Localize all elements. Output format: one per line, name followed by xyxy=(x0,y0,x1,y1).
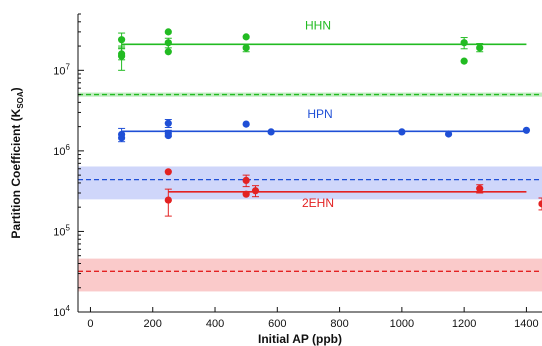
y-tick-label: 107 xyxy=(53,62,70,77)
data-point xyxy=(242,190,250,198)
data-point xyxy=(242,120,250,128)
data-point xyxy=(476,185,484,193)
data-point xyxy=(267,128,275,136)
data-point xyxy=(444,130,453,138)
y-axis-label: Partition Coefficient (KSOA) xyxy=(9,87,25,238)
data-point xyxy=(164,131,172,140)
data-point xyxy=(460,57,468,65)
y-axis-label-main: Partition Coefficient (K xyxy=(9,108,23,238)
x-tick-label: 200 xyxy=(144,318,162,330)
data-point xyxy=(117,52,126,60)
data-points xyxy=(117,28,542,217)
y-tick-label: 105 xyxy=(53,223,70,238)
x-tick-label: 1000 xyxy=(390,318,414,330)
y-tick-exponent: 7 xyxy=(66,62,71,71)
theory-bands xyxy=(78,92,542,292)
y-axis-label-subscript: SOA xyxy=(16,91,25,109)
data-point xyxy=(242,44,250,52)
series-labels: HHN HPN 2EHN xyxy=(302,19,334,211)
data-point xyxy=(164,48,172,56)
data-point xyxy=(476,44,484,52)
x-tick-label: 0 xyxy=(87,318,93,330)
x-tick-label: 400 xyxy=(206,318,224,330)
data-point xyxy=(164,196,172,204)
y-axis-label-end: ) xyxy=(9,87,23,91)
x-tick-label: 600 xyxy=(268,318,286,330)
data-point xyxy=(164,28,172,36)
y-tick-exponent: 5 xyxy=(66,223,71,232)
fit-lines xyxy=(121,43,527,193)
data-point xyxy=(242,33,250,41)
x-ticks: 0 200 400 600 800 1000 1200 1400 xyxy=(87,307,539,330)
y-tick-exponent: 4 xyxy=(66,304,71,313)
y-tick-exponent: 6 xyxy=(66,143,71,152)
data-point xyxy=(117,134,126,142)
data-point xyxy=(117,36,126,44)
data-point xyxy=(242,176,250,185)
x-tick-label: 1400 xyxy=(514,318,538,330)
theory-lines xyxy=(78,93,542,272)
y-tick-base: 10 xyxy=(53,146,65,158)
x-tick-label: 1200 xyxy=(452,318,476,330)
data-point xyxy=(522,126,531,134)
data-point xyxy=(251,187,260,195)
y-tick-label: 106 xyxy=(53,143,70,158)
y-tick-base: 10 xyxy=(53,226,65,238)
data-point xyxy=(538,200,542,208)
data-point xyxy=(164,168,172,176)
theory-band xyxy=(78,166,542,200)
data-point xyxy=(460,39,468,47)
data-point xyxy=(398,128,406,136)
x-tick-label: 800 xyxy=(330,318,348,330)
data-point xyxy=(164,39,172,47)
y-tick-label: 104 xyxy=(53,304,70,319)
x-axis-label: Initial AP (ppb) xyxy=(258,332,342,346)
series-label: 2EHN xyxy=(302,196,334,210)
y-tick-base: 10 xyxy=(53,65,65,77)
y-tick-base: 10 xyxy=(53,307,65,319)
data-point xyxy=(164,119,172,127)
series-label: HPN xyxy=(307,107,332,121)
series-label: HHN xyxy=(305,19,331,33)
theory-band xyxy=(78,258,542,292)
